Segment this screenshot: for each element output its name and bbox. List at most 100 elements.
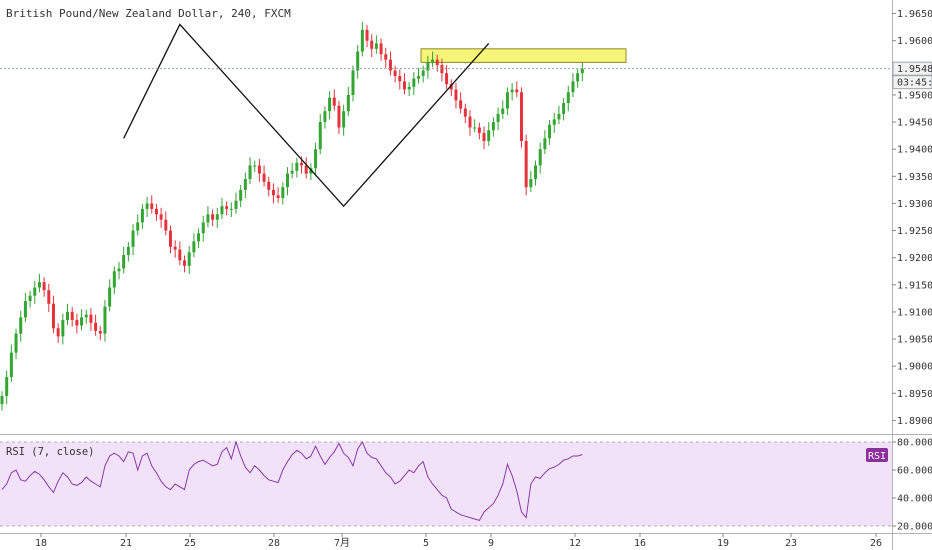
candle: [145, 196, 149, 217]
candle: [468, 110, 472, 136]
candle: [28, 290, 32, 308]
candle: [407, 81, 411, 97]
candle: [154, 203, 158, 221]
time-tick-label: 16: [634, 538, 646, 549]
candle: [524, 134, 528, 196]
candle: [510, 83, 514, 101]
time-tick-label: 5: [423, 538, 429, 549]
candle: [426, 55, 430, 79]
candle: [98, 326, 102, 341]
candle: [262, 165, 266, 187]
resistance-zone-layer: [420, 48, 627, 63]
candle: [220, 198, 224, 220]
price-tick-label: 1.96500: [897, 9, 932, 20]
candle: [323, 106, 327, 129]
candle: [173, 240, 177, 258]
rsi-tick-label: 20.0000: [897, 522, 932, 533]
rsi-line: [1, 440, 583, 521]
time-tick-label: 18: [35, 538, 47, 549]
price-tick-label: 1.91000: [897, 307, 932, 318]
time-axis[interactable]: 18 21 25 28 7月 5 9 12 16 19 23 26: [35, 533, 882, 549]
candle: [519, 87, 523, 148]
candle: [482, 126, 486, 150]
candle: [61, 313, 65, 345]
candle: [487, 122, 491, 146]
candle: [0, 391, 4, 411]
last-price-label: 1.95484 03:45:50: [892, 61, 932, 90]
candle: [459, 92, 463, 114]
candle: [215, 207, 219, 228]
candle: [168, 225, 172, 254]
candle: [117, 262, 121, 280]
bar-countdown: 03:45:50: [897, 78, 932, 89]
candle: [393, 65, 397, 83]
candle: [23, 292, 27, 323]
candle: [379, 38, 383, 61]
candle: [370, 34, 374, 57]
price-pane[interactable]: British Pound/New Zealand Dollar, 240, F…: [0, 0, 892, 434]
candle: [571, 73, 575, 98]
candle: [164, 211, 168, 236]
candle: [271, 183, 275, 204]
candle: [229, 202, 233, 217]
candle: [75, 313, 79, 334]
price-tick-label: 1.90500: [897, 335, 932, 346]
candle: [431, 51, 435, 68]
candle: [37, 273, 41, 293]
candle: [84, 309, 88, 324]
candle: [187, 245, 191, 274]
candle: [201, 215, 205, 242]
candle: [337, 100, 341, 134]
candle: [290, 162, 294, 179]
candle: [543, 130, 547, 155]
candle: [66, 303, 70, 325]
zigzag-pattern: [123, 23, 490, 208]
price-tick-label: 1.89500: [897, 389, 932, 400]
candles-layer: [0, 21, 584, 411]
candle: [178, 241, 182, 266]
candle: [398, 69, 402, 90]
candle: [14, 328, 18, 360]
candle: [248, 157, 252, 184]
candle: [276, 187, 280, 203]
candle: [454, 83, 458, 109]
candle: [496, 107, 500, 131]
candle: [318, 113, 322, 155]
candle: [342, 104, 346, 136]
candle: [103, 300, 107, 342]
candle: [253, 160, 257, 172]
candle: [112, 266, 116, 295]
candle: [538, 142, 542, 174]
candle: [9, 344, 13, 382]
candle: [515, 81, 519, 98]
rsi-band: [0, 442, 892, 526]
candle: [211, 209, 215, 227]
rsi-badge: [866, 448, 888, 462]
rsi-axis[interactable]: 80.0000 60.0000 40.0000 20.0000: [892, 438, 932, 533]
candle: [243, 172, 247, 199]
price-tick-label: 1.94000: [897, 145, 932, 156]
candle: [192, 233, 196, 258]
candle: [159, 207, 163, 228]
candle: [281, 182, 285, 205]
price-tick-label: 1.92500: [897, 226, 932, 237]
candle: [80, 309, 84, 331]
candle: [140, 203, 144, 229]
candle: [534, 160, 538, 186]
rsi-pane[interactable]: RSI (7, close) RSI: [0, 440, 892, 527]
candle: [108, 279, 112, 312]
time-tick-label: 28: [268, 538, 280, 549]
candle: [412, 72, 416, 95]
price-axis[interactable]: 1.96500 1.96000 1.95000 1.94500 1.94000 1.935…: [892, 9, 932, 427]
time-tick-label: 21: [120, 538, 132, 549]
candle: [94, 314, 98, 336]
candle: [552, 112, 556, 133]
candle: [491, 117, 495, 137]
candle: [580, 62, 584, 82]
candle: [197, 228, 201, 248]
candle: [388, 51, 392, 76]
rsi-title: RSI (7, close): [6, 446, 95, 458]
rsi-badge-label: RSI: [868, 451, 886, 462]
candle: [206, 206, 210, 228]
